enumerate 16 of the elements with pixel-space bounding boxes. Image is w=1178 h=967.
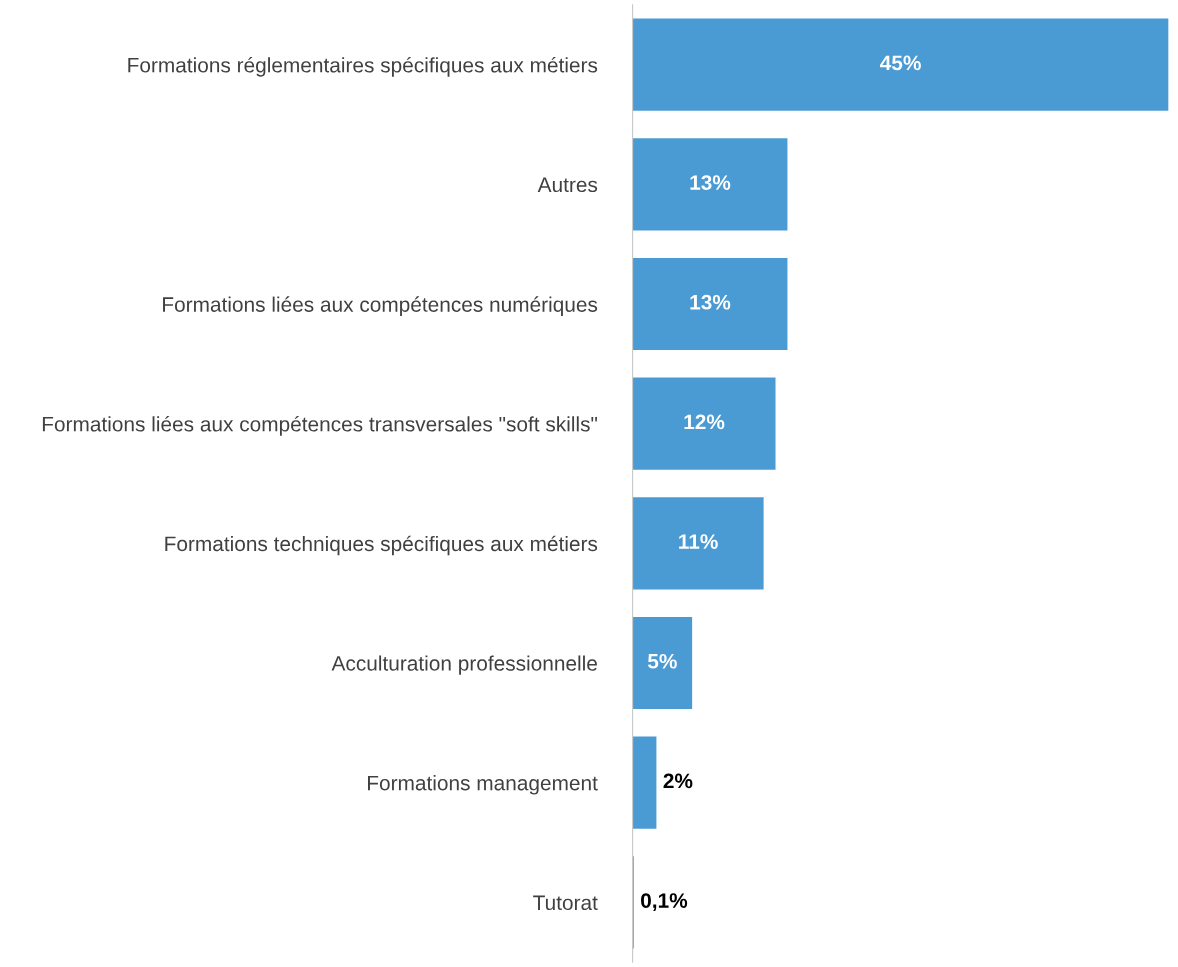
- y-tick-label: Formations liées aux compétences transversales "soft skills": [42, 416, 598, 436]
- data-label: 13%: [690, 294, 731, 310]
- y-tick-label: Tutorat: [533, 895, 598, 911]
- data-label: 12%: [684, 414, 725, 430]
- y-tick-label: Formations liées aux compétences numériques: [163, 296, 598, 316]
- data-label: 0,1%: [641, 893, 688, 911]
- data-label: 13%: [690, 175, 731, 190]
- y-tick-label: Acculturation professionnelle: [331, 655, 597, 675]
- y-tick-label: Formations techniques spécifiques aux métiers: [165, 535, 598, 556]
- y-tick-label: Formations management: [368, 775, 598, 795]
- data-label: 2%: [663, 773, 693, 789]
- y-tick-label: Formations réglementaires spécifiques aux métiers: [128, 57, 598, 77]
- data-label: 45%: [880, 55, 921, 71]
- y-tick-label: Autres: [537, 177, 598, 193]
- data-label: 11%: [679, 534, 718, 549]
- data-label: 5%: [647, 653, 677, 669]
